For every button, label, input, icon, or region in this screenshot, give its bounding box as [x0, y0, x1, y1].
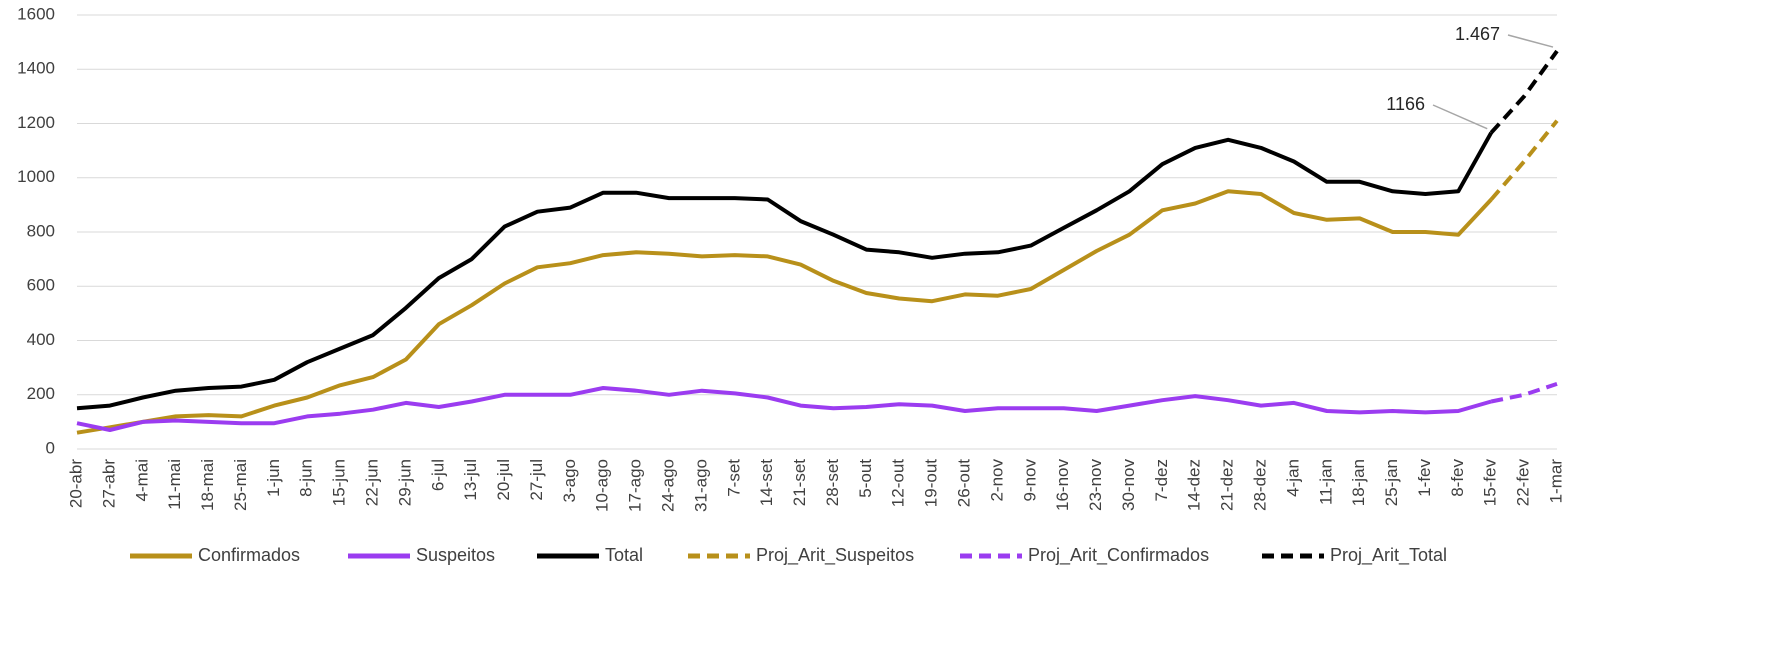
x-tick-label: 6-jul: [428, 459, 447, 491]
x-tick-label: 28-set: [823, 459, 842, 507]
y-tick-label: 600: [27, 276, 55, 295]
legend-label: Suspeitos: [416, 545, 495, 565]
x-tick-label: 1-fev: [1415, 459, 1434, 497]
x-tick-label: 15-jun: [330, 459, 349, 506]
x-tick-label: 22-jun: [362, 459, 381, 506]
annotation-leader: [1507, 34, 1554, 48]
x-tick-label: 2-nov: [987, 459, 1006, 502]
x-tick-label: 19-out: [922, 459, 941, 507]
x-tick-label: 18-mai: [198, 459, 217, 511]
legend-label: Total: [605, 545, 643, 565]
x-tick-label: 28-dez: [1250, 459, 1269, 511]
annotation-label: 1.467: [1455, 24, 1500, 44]
y-tick-label: 0: [46, 438, 55, 457]
series-line: [76, 131, 1493, 411]
x-tick-label: 3-ago: [560, 459, 579, 502]
y-tick-label: 800: [27, 221, 55, 240]
series-line: [76, 189, 1493, 435]
x-tick-label: 15-fev: [1481, 459, 1500, 507]
series-line: [76, 386, 1492, 432]
x-tick-label: 4-mai: [132, 459, 151, 502]
x-tick-label: 21-dez: [1218, 459, 1237, 511]
series-line: [1489, 119, 1559, 201]
x-tick-label: 18-jan: [1349, 459, 1368, 506]
x-tick-label: 31-ago: [691, 459, 710, 512]
annotation-leader: [1432, 104, 1488, 130]
x-tick-label: 14-dez: [1185, 459, 1204, 511]
y-tick-label: 1600: [17, 4, 55, 23]
x-tick-label: 1-mar: [1546, 459, 1565, 504]
x-tick-label: 22-fev: [1514, 459, 1533, 507]
y-tick-label: 1000: [17, 167, 55, 186]
x-tick-label: 12-out: [889, 459, 908, 507]
x-tick-label: 25-jan: [1382, 459, 1401, 506]
x-tick-label: 7-dez: [1152, 459, 1171, 502]
annotation-label: 1166: [1386, 94, 1425, 114]
x-tick-label: 11-jan: [1316, 459, 1335, 505]
x-tick-label: 16-nov: [1053, 459, 1072, 511]
legend-label: Proj_Arit_Confirmados: [1028, 545, 1209, 566]
x-tick-label: 5-out: [856, 459, 875, 498]
y-tick-label: 1400: [17, 59, 55, 78]
x-tick-label: 8-fev: [1448, 459, 1467, 497]
x-tick-label: 26-out: [954, 459, 973, 507]
x-tick-label: 27-abr: [99, 459, 118, 508]
x-tick-label: 10-ago: [593, 459, 612, 512]
x-tick-label: 17-ago: [626, 459, 645, 512]
x-tick-label: 20-jul: [494, 459, 513, 501]
y-tick-label: 1200: [17, 113, 55, 132]
x-tick-label: 7-set: [724, 459, 743, 497]
series-line: [1490, 382, 1558, 404]
legend-label: Confirmados: [198, 545, 300, 565]
legend-label: Proj_Arit_Total: [1330, 545, 1447, 566]
x-tick-label: 4-jan: [1283, 459, 1302, 497]
y-tick-label: 400: [27, 330, 55, 349]
legend-label: Proj_Arit_Suspeitos: [756, 545, 914, 566]
x-tick-label: 27-jul: [527, 459, 546, 501]
x-tick-label: 25-mai: [231, 459, 250, 511]
x-tick-label: 14-set: [757, 459, 776, 507]
x-tick-label: 20-abr: [66, 459, 85, 508]
x-tick-label: 11-mai: [165, 459, 184, 510]
x-tick-label: 23-nov: [1086, 459, 1105, 511]
x-tick-label: 13-jul: [461, 459, 480, 501]
y-tick-label: 200: [27, 384, 55, 403]
x-tick-label: 8-jun: [297, 459, 316, 497]
series-line: [1489, 49, 1559, 135]
x-tick-label: 21-set: [790, 459, 809, 507]
x-tick-label: 9-nov: [1020, 459, 1039, 502]
x-tick-label: 24-ago: [658, 459, 677, 512]
x-tick-label: 1-jun: [264, 459, 283, 497]
x-tick-label: 30-nov: [1119, 459, 1138, 511]
x-tick-label: 29-jun: [395, 459, 414, 506]
